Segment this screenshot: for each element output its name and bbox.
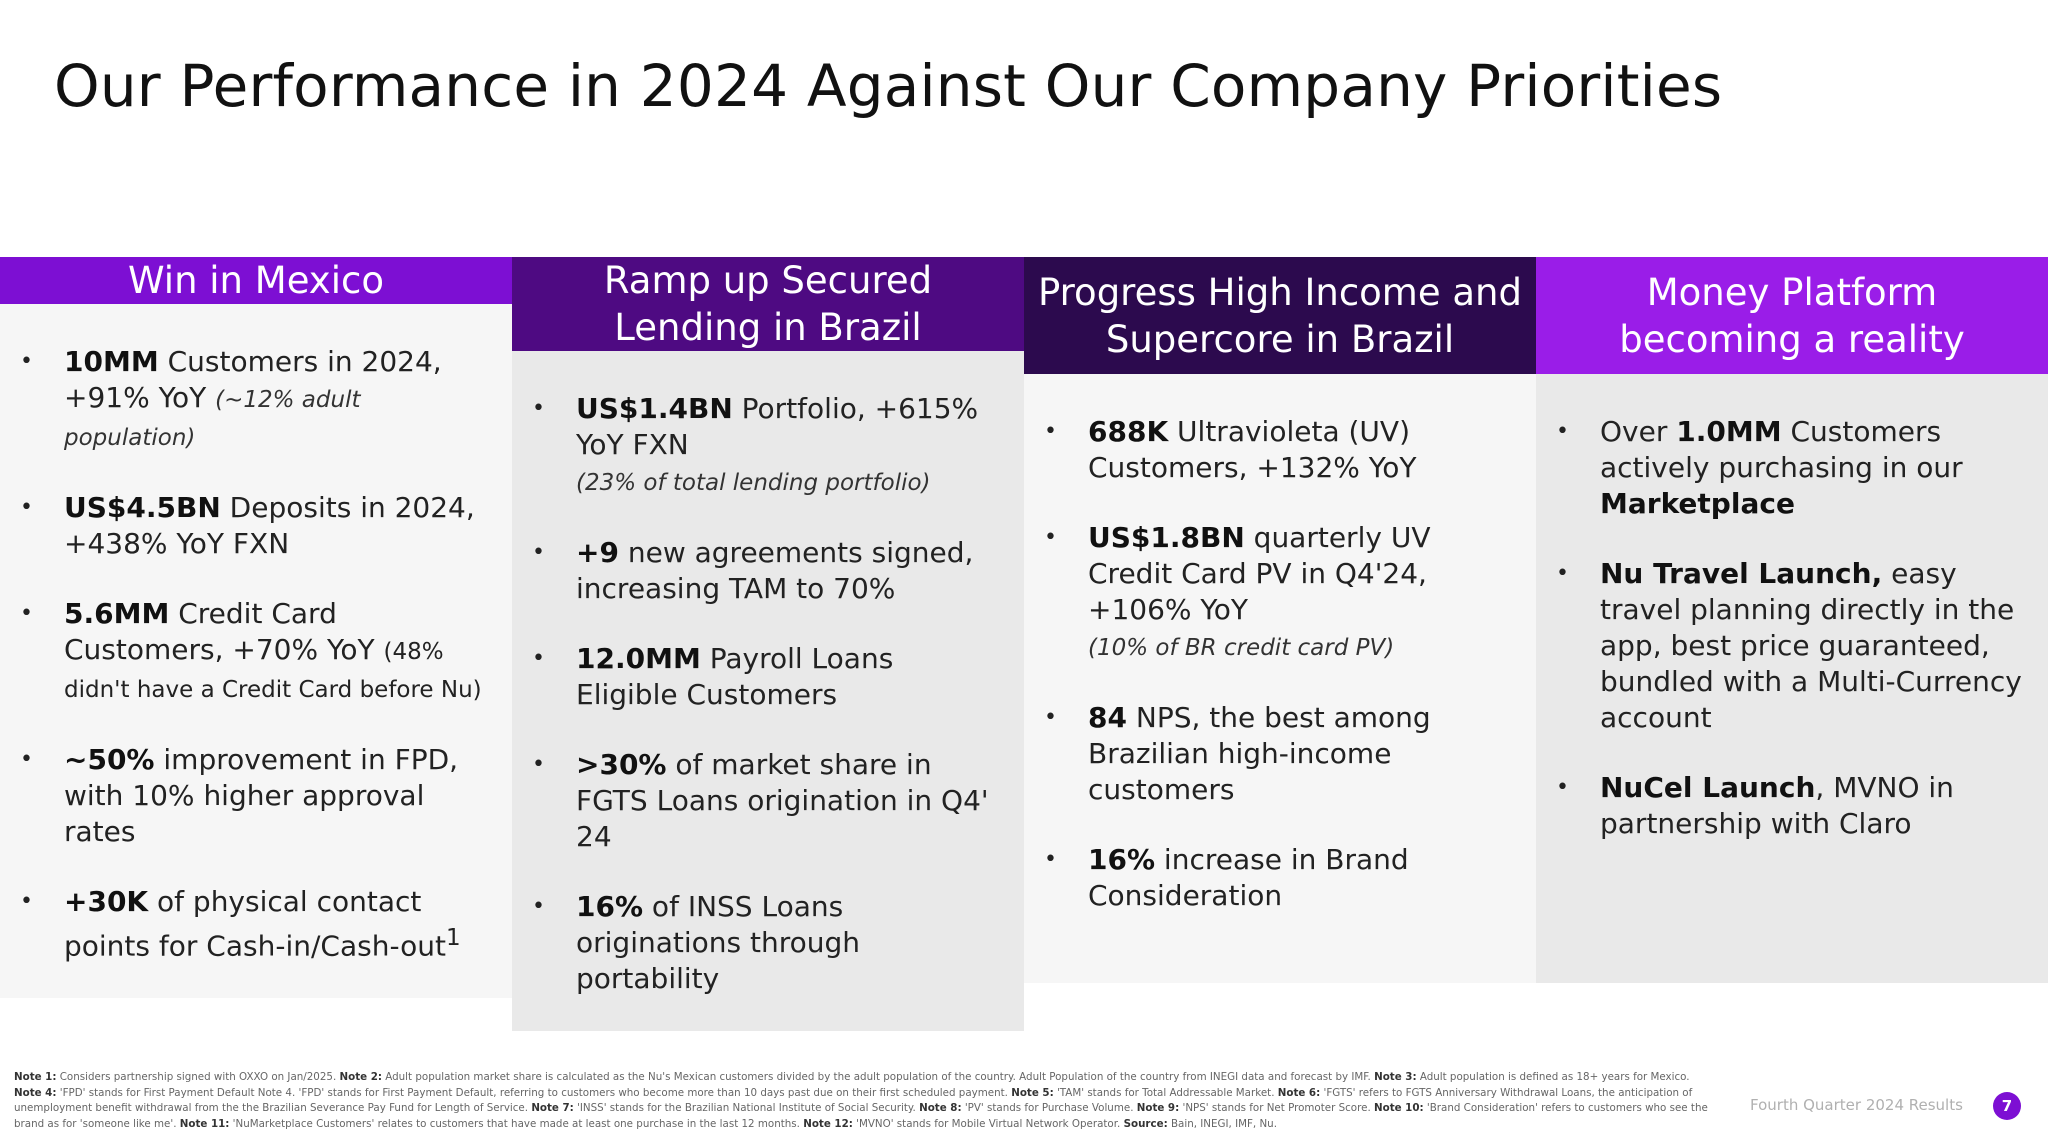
bullet-icon: • — [1044, 705, 1057, 730]
list-item: • Nu Travel Launch, easy travel planning… — [1556, 557, 2022, 734]
list-item: • US$4.5BN Deposits in 2024, +438% YoY F… — [20, 491, 475, 560]
bullet-icon: • — [1556, 775, 1569, 800]
list-item: • 10MM Customers in 2024, +91% YoY (~12%… — [20, 344, 490, 456]
column-header: Ramp up Secured Lending in Brazil — [512, 257, 1024, 351]
list-item: • NuCel Launch, MVNO in partnership with… — [1556, 771, 1954, 840]
bullet-icon: • — [1044, 525, 1057, 550]
priority-column-secured-lending: Ramp up Secured Lending in Brazil • US$1… — [512, 257, 1024, 1031]
bullet-icon: • — [20, 601, 33, 626]
column-header: Progress High Income and Supercore in Br… — [1024, 257, 1536, 374]
list-item: • >30% of market share in FGTS Loans ori… — [532, 748, 989, 853]
bullet-icon: • — [532, 752, 545, 777]
column-body: • 10MM Customers in 2024, +91% YoY (~12%… — [0, 304, 512, 999]
bullet-icon: • — [532, 646, 545, 671]
priorities-grid: Win in Mexico • 10MM Customers in 2024, … — [0, 257, 2048, 1031]
list-item: • +9 new agreements signed, increasing T… — [532, 536, 974, 605]
bullet-icon: • — [20, 349, 33, 374]
bullet-icon: • — [1044, 419, 1057, 444]
priority-column-mexico: Win in Mexico • 10MM Customers in 2024, … — [0, 257, 512, 999]
bullet-icon: • — [1044, 847, 1057, 872]
bullet-icon: • — [20, 495, 33, 520]
footnote-ref: 1 — [445, 925, 461, 951]
list-item: • +30K of physical contact points for Ca… — [20, 885, 461, 963]
bullet-icon: • — [1556, 561, 1569, 586]
bullet-icon: • — [532, 540, 545, 565]
bullet-icon: • — [1556, 419, 1569, 444]
list-item: • US$1.8BN quarterly UV Credit Card PV i… — [1044, 520, 1514, 666]
column-header: Win in Mexico — [0, 257, 512, 304]
column-body: • Over 1.0MM Customers actively purchasi… — [1536, 374, 2048, 983]
footer-report-label: Fourth Quarter 2024 Results — [1750, 1096, 1963, 1114]
bullet-icon: • — [532, 894, 545, 919]
column-header: Money Platform becoming a reality — [1536, 257, 2048, 374]
list-item: • US$1.4BN Portfolio, +615% YoY FXN (23% … — [532, 391, 1002, 501]
bullet-icon: • — [20, 747, 33, 772]
list-item: • 688K Ultravioleta (UV) Customers, +132… — [1044, 415, 1417, 484]
bullet-icon: • — [532, 396, 545, 421]
list-item: • 12.0MM Payroll Loans Eligible Customer… — [532, 642, 894, 711]
footnotes: Note 1: Considers partnership signed wit… — [14, 1071, 1708, 1130]
list-item: • 5.6MM Credit Card Customers, +70% YoY … — [20, 596, 490, 708]
priority-column-money-platform: Money Platform becoming a reality • Over… — [1536, 257, 2048, 983]
list-item: • 16% increase in Brand Consideration — [1044, 843, 1409, 912]
bullet-icon: • — [20, 889, 33, 914]
list-item: • Over 1.0MM Customers actively purchasi… — [1556, 415, 1963, 520]
list-item: • 16% of INSS Loans originations through… — [532, 890, 861, 995]
priority-column-high-income: Progress High Income and Supercore in Br… — [1024, 257, 1536, 983]
column-body: • US$1.4BN Portfolio, +615% YoY FXN (23% … — [512, 351, 1024, 1031]
list-item: • ~50% improvement in FPD, with 10% high… — [20, 743, 459, 848]
page-number-badge: 7 — [1993, 1092, 2021, 1120]
list-item: • 84 NPS, the best among Brazilian high-… — [1044, 701, 1431, 806]
page-title: Our Performance in 2024 Against Our Comp… — [54, 52, 1723, 120]
column-body: • 688K Ultravioleta (UV) Customers, +132… — [1024, 374, 1536, 983]
